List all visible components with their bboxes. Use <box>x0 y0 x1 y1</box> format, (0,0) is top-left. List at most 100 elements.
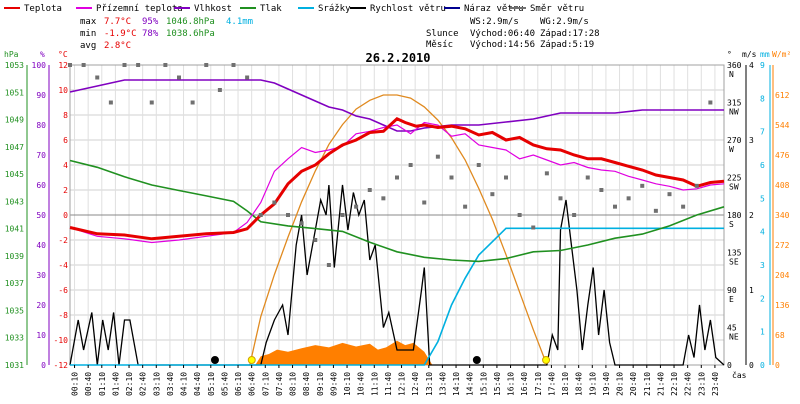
rain-tick: 4 <box>760 228 765 237</box>
x-tick-label: 00:10 <box>71 372 80 396</box>
rain-tick: 9 <box>760 61 765 70</box>
legend-label: Náraz větru <box>464 4 524 14</box>
pressure-tick: 1037 <box>5 279 24 288</box>
pressure-tick: 1047 <box>5 143 24 152</box>
humidity-tick: 0 <box>41 361 46 370</box>
temperature-tick: -10 <box>54 336 69 345</box>
legend-label: Přízemní teplota <box>96 4 183 14</box>
x-tick-label: 17:40 <box>547 372 556 396</box>
pressure-tick: 1035 <box>5 306 24 315</box>
wind-dir-point <box>613 204 617 209</box>
wind-dir-tick: 315 <box>727 99 742 108</box>
x-tick-label: 04:10 <box>180 372 189 396</box>
wind-dir-point <box>585 175 590 180</box>
wind-dir-point <box>449 175 454 180</box>
pressure-tick: 1039 <box>5 252 24 261</box>
pressure-tick: 1031 <box>5 361 24 370</box>
pressure-unit: hPa <box>4 50 19 59</box>
wind-speed-tick: 3 <box>749 136 754 145</box>
temperature-tick: 0 <box>63 211 68 220</box>
wind-dir-tick: 0 <box>727 361 732 370</box>
stat-label: avg <box>80 41 96 51</box>
moonrise-text: Východ:14:56 <box>470 40 535 50</box>
wind-dir-tick: 270 <box>727 136 742 145</box>
stat-humidity: 95% <box>142 17 159 27</box>
rain-tick: 0 <box>760 361 765 370</box>
wind-dir-point <box>108 100 113 105</box>
wind-dir-point <box>435 154 440 159</box>
temperature-tick: -12 <box>54 361 69 370</box>
x-tick-label: 19:40 <box>602 372 611 396</box>
sunrise-text: Východ:06:40 <box>470 29 535 39</box>
humidity-tick: 100 <box>32 61 47 70</box>
wind-dir-point <box>231 63 236 67</box>
x-tick-label: 03:40 <box>166 372 175 396</box>
wind-dir-point <box>177 75 181 80</box>
legend: Teplota Přízemní teplota Vlhkost Tlak Srážky… <box>4 4 584 14</box>
wind-dir-point <box>272 200 277 205</box>
wind-dir-point <box>694 183 699 188</box>
wind-dir-label: E <box>729 295 734 304</box>
grid <box>69 64 725 366</box>
stat-temp: 7.7°C <box>104 17 131 27</box>
ground-temperature-line <box>69 121 725 244</box>
humidity-tick: 60 <box>36 181 46 190</box>
moon-label: Měsíc <box>426 40 453 50</box>
x-tick-label: 17:10 <box>534 372 543 396</box>
humidity-tick: 30 <box>36 271 46 280</box>
x-tick-label: 22:10 <box>670 372 679 396</box>
solar-tick: 476 <box>775 151 790 160</box>
humidity-tick: 40 <box>36 241 46 250</box>
wind-dir-point <box>354 204 359 209</box>
wind-dir-point <box>381 196 386 201</box>
solar-tick: 612 <box>775 91 790 100</box>
wind-dir-point <box>531 225 536 230</box>
wind-dir-point <box>326 263 331 267</box>
humidity-tick: 90 <box>36 91 46 100</box>
rain-tick: 8 <box>760 94 765 103</box>
wind-dir-tick: 45 <box>727 324 737 333</box>
wind-dir-point <box>95 75 100 80</box>
x-tick-label: 07:40 <box>275 372 284 396</box>
x-tick-label: 11:40 <box>384 372 393 396</box>
x-tick-label: 14:40 <box>466 372 475 396</box>
x-tick-label: 03:10 <box>152 372 161 396</box>
wind-dir-tick: 225 <box>727 174 742 183</box>
legend-label: Směr větru <box>530 4 584 14</box>
stat-ws: WS:2.9m/s <box>470 17 519 27</box>
x-tick-label: 00:40 <box>84 372 93 396</box>
solar-tick: 340 <box>775 211 790 220</box>
wind-dir-point <box>681 204 686 209</box>
x-tick-label: 12:40 <box>411 372 420 396</box>
solar-tick: 408 <box>775 181 790 190</box>
wind-dir-label: SW <box>729 183 739 192</box>
wind-dir-point <box>395 175 399 180</box>
pressure-tick: 1053 <box>5 61 24 70</box>
x-tick-label: 15:10 <box>479 372 488 396</box>
wind-dir-point <box>136 63 141 67</box>
temperature-tick: 10 <box>58 86 68 95</box>
stat-pressure: 1038.6hPa <box>166 29 215 39</box>
wind-dir-point <box>163 63 168 67</box>
pressure-tick: 1051 <box>5 88 24 97</box>
wind-dir-point <box>667 192 672 197</box>
x-tick-label: 10:10 <box>343 372 352 396</box>
solar-tick: 0 <box>775 361 780 370</box>
wind-dir-point <box>708 100 713 105</box>
x-tick-label: 16:40 <box>520 372 529 396</box>
wind-dir-unit: ° <box>727 50 732 59</box>
rain-unit: mm <box>760 50 770 59</box>
wind-speed-tick: 1 <box>749 286 754 295</box>
x-tick-label: 05:10 <box>207 372 216 396</box>
x-tick-label: 09:10 <box>316 372 325 396</box>
solar-tick: 544 <box>775 121 790 130</box>
wind-dir-point <box>122 63 127 67</box>
x-tick-label: 21:40 <box>656 372 665 396</box>
x-tick-label: 18:10 <box>561 372 570 396</box>
humidity-tick: 70 <box>36 151 46 160</box>
x-tick-label: 13:10 <box>425 372 434 396</box>
wind-dir-point <box>299 221 304 226</box>
pressure-tick: 1041 <box>5 225 24 234</box>
wind-dir-label: N <box>729 70 734 79</box>
temperature-tick: -6 <box>58 286 68 295</box>
